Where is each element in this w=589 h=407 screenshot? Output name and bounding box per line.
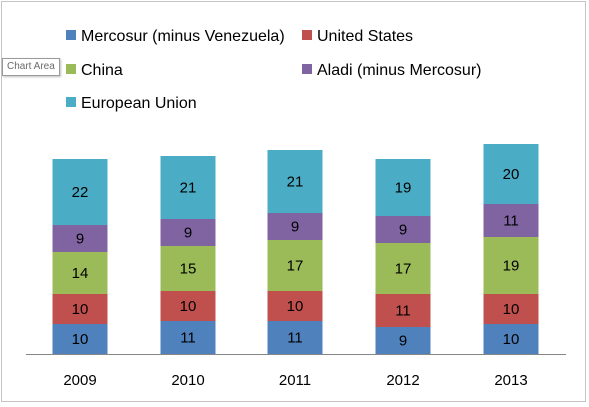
- legend-swatch: [66, 30, 76, 40]
- legend-swatch: [302, 64, 312, 74]
- bar-segment[interactable]: [483, 144, 539, 204]
- legend-entry[interactable]: Mercosur (minus Venezuela): [66, 28, 285, 45]
- data-label: 19: [395, 180, 412, 197]
- bar-segment[interactable]: [375, 243, 431, 294]
- bar-segment[interactable]: [160, 246, 216, 291]
- bar-segment[interactable]: [52, 225, 108, 252]
- bar-segment[interactable]: [267, 150, 323, 213]
- data-label: 17: [287, 258, 304, 275]
- legend-label: European Union: [81, 95, 197, 112]
- data-label: 11: [287, 330, 303, 347]
- data-label: 17: [395, 261, 412, 278]
- data-label: 21: [287, 174, 304, 191]
- bar-segment[interactable]: [52, 159, 108, 225]
- legend-entry[interactable]: European Union: [66, 95, 197, 112]
- bar-segment[interactable]: [267, 321, 323, 354]
- data-label: 14: [72, 265, 89, 282]
- bar-segment[interactable]: [483, 237, 539, 294]
- legend-label: China: [81, 62, 123, 79]
- legend-entry[interactable]: United States: [302, 28, 413, 45]
- data-label: 10: [72, 301, 89, 318]
- bar-segment[interactable]: [52, 252, 108, 294]
- x-tick-label: 2010: [171, 372, 204, 389]
- legend-label: Mercosur (minus Venezuela): [81, 28, 285, 45]
- data-label: 22: [72, 184, 89, 201]
- bar-segment[interactable]: [483, 294, 539, 324]
- x-tick-label: 2009: [63, 372, 96, 389]
- data-label: 9: [184, 225, 192, 242]
- data-label: 10: [287, 298, 304, 315]
- bar-segment[interactable]: [375, 327, 431, 354]
- data-label: 11: [180, 330, 196, 347]
- data-label: 9: [399, 222, 407, 239]
- data-label: 11: [395, 303, 411, 320]
- bar-segment[interactable]: [267, 240, 323, 291]
- legend-label: United States: [317, 28, 413, 45]
- x-tick-label: 2013: [494, 372, 527, 389]
- x-tick-label: 2012: [386, 372, 419, 389]
- chart-area[interactable]: Mercosur (minus Venezuela) United States C…: [1, 1, 586, 402]
- bar-segment[interactable]: [52, 324, 108, 354]
- legend-swatch: [302, 30, 312, 40]
- data-label: 9: [291, 219, 299, 236]
- legend-label: Aladi (minus Mercosur): [317, 62, 481, 79]
- legend: Mercosur (minus Venezuela) United States C…: [66, 28, 481, 112]
- bar-segment[interactable]: [52, 294, 108, 324]
- bar-segment[interactable]: [267, 291, 323, 321]
- chart-area-tooltip: Chart Area: [2, 58, 60, 76]
- bar-segment[interactable]: [375, 216, 431, 243]
- bar-segment[interactable]: [160, 321, 216, 354]
- legend-swatch: [66, 64, 76, 74]
- data-label: 20: [503, 166, 520, 183]
- bar-segment[interactable]: [160, 291, 216, 321]
- data-label: 9: [399, 333, 407, 350]
- data-label: 10: [503, 331, 520, 348]
- bars: 10 10 14 9 22 11 10 15 9 21 11 10 17 9 21 9 11 17 9 19 10 10 1…: [52, 144, 539, 354]
- data-label: 19: [503, 258, 520, 275]
- data-label: 10: [503, 301, 520, 318]
- data-label: 21: [180, 180, 197, 197]
- bar-segment[interactable]: [267, 213, 323, 240]
- legend-entry[interactable]: Aladi (minus Mercosur): [302, 62, 481, 79]
- bar-segment[interactable]: [483, 324, 539, 354]
- x-tick-labels: 2009 2010 2011 2012 2013: [63, 372, 527, 389]
- data-label: 9: [76, 231, 84, 248]
- bar-segment[interactable]: [160, 156, 216, 219]
- bar-segment[interactable]: [375, 159, 431, 216]
- data-label: 10: [180, 298, 197, 315]
- data-label: 10: [72, 331, 89, 348]
- data-label: 15: [180, 261, 197, 278]
- bar-segment[interactable]: [483, 204, 539, 237]
- data-label: 11: [503, 213, 519, 230]
- x-tick-label: 2011: [279, 372, 311, 389]
- legend-entry[interactable]: China: [66, 62, 123, 79]
- legend-swatch: [66, 97, 76, 107]
- bar-segment[interactable]: [160, 219, 216, 246]
- bar-segment[interactable]: [375, 294, 431, 327]
